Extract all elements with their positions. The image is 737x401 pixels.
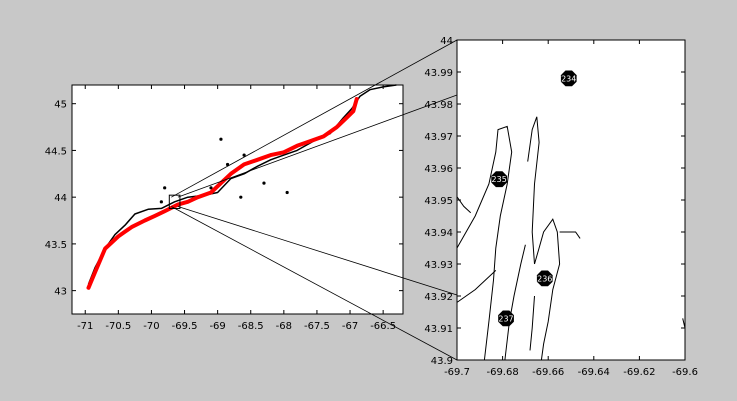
station-marker: 234 — [560, 70, 577, 87]
inset-coastline — [504, 244, 526, 361]
station-label: 236 — [537, 274, 552, 283]
island — [285, 190, 289, 195]
overview-x-tick-label: -68 — [276, 321, 292, 332]
coastline — [87, 84, 397, 285]
inset-coastline — [456, 196, 472, 214]
inset-map-axes[interactable]: -69.7 -69.68 -69.66 -69.64 -69.62 -69.6 43.94… — [424, 36, 698, 378]
overview-y-tick-label: 44 — [54, 193, 67, 204]
inset-coastline — [527, 116, 540, 265]
inset-x-tick-label: -69.6 — [672, 367, 698, 378]
inset-y-tick-label: 43.94 — [424, 228, 453, 239]
island — [225, 162, 230, 167]
station-octagon — [491, 171, 507, 188]
inset-y-tick-label: 43.97 — [424, 132, 453, 143]
inset-y-tick-label: 43.92 — [424, 292, 453, 303]
inset-x-tick-labels: -69.7 -69.68 -69.66 -69.64 -69.62 -69.6 — [444, 40, 698, 378]
inset-x-tick-label: -69.68 — [486, 367, 518, 378]
inset-coastline — [559, 231, 581, 239]
overview-x-tick-label: -69.5 — [172, 321, 198, 332]
overview-y-tick-labels: 43 43.5 44 44.5 45 — [45, 100, 403, 298]
station-octagon — [560, 70, 577, 87]
inset-y-tick-labels: 43.9 43.91 43.92 43.93 43.94 43.95 43.96 43.97 4… — [424, 36, 685, 367]
overview-y-tick-label: 44.5 — [45, 146, 67, 157]
island — [159, 200, 163, 204]
island — [163, 186, 167, 190]
inset-y-tick-label: 43.98 — [424, 100, 453, 111]
connector-line — [171, 206, 458, 361]
overview-x-tick-label: -69 — [209, 321, 225, 332]
station-label: 234 — [561, 74, 576, 83]
inset-x-tick-label: -69.64 — [578, 367, 610, 378]
inset-y-tick-label: 43.9 — [431, 356, 453, 367]
overview-y-tick-label: 43 — [54, 287, 67, 298]
inset-coastline — [456, 270, 497, 303]
overview-x-tick-label: -70 — [143, 321, 159, 332]
station-marker: 237 — [498, 310, 514, 327]
overview-map-axes[interactable]: -71 -70.5 -70 -69.5 -69 -68.5 -68 -67.5 -67 -66.5… — [45, 84, 404, 332]
island — [239, 195, 243, 199]
inset-y-tick-label: 44 — [440, 36, 453, 47]
station-label: 237 — [498, 314, 513, 323]
overview-y-tick-label: 43.5 — [45, 240, 67, 251]
inset-y-tick-label: 43.95 — [424, 196, 453, 207]
connector-line — [177, 206, 458, 296]
inset-x-tick-label: -69.62 — [623, 367, 655, 378]
inset-coastline — [534, 218, 561, 361]
overview-x-tick-label: -67.5 — [304, 321, 330, 332]
station-marker: 236 — [536, 270, 553, 287]
inset-coastline — [456, 125, 513, 361]
overview-x-tick-labels: -71 -70.5 -70 -69.5 -69 -68.5 -68 -67.5 -67 -66.5 — [77, 85, 396, 332]
station-marker: 235 — [491, 171, 507, 188]
connector-line — [171, 39, 458, 198]
inset-y-tick-label: 43.93 — [424, 260, 453, 271]
overview-x-tick-label: -67 — [342, 321, 358, 332]
overview-x-tick-label: -71 — [77, 321, 93, 332]
overview-map-background — [71, 84, 404, 315]
inset-coastline — [682, 318, 686, 329]
island — [262, 181, 266, 185]
inset-plot-area: 234 235 236 237 — [456, 70, 686, 361]
connector-line — [177, 94, 458, 198]
island — [209, 186, 213, 190]
overview-x-tick-label: -70.5 — [105, 321, 131, 332]
inset-x-tick-label: -69.7 — [444, 367, 470, 378]
overview-x-tick-label: -68.5 — [238, 321, 264, 332]
inset-y-tick-label: 43.91 — [424, 324, 453, 335]
zoom-connector-lines — [171, 39, 458, 361]
island — [242, 153, 246, 157]
inset-x-tick-label: -69.66 — [532, 367, 564, 378]
survey-track — [86, 97, 359, 290]
island — [219, 137, 223, 141]
inset-coastline — [529, 295, 535, 351]
inset-map-background — [456, 39, 686, 361]
station-octagon — [498, 310, 514, 327]
station-label: 235 — [492, 175, 507, 184]
overview-y-tick-label: 45 — [54, 100, 67, 111]
overview-x-tick-label: -66.5 — [370, 321, 396, 332]
station-octagon — [536, 270, 553, 287]
inset-y-tick-label: 43.99 — [424, 68, 453, 79]
inset-y-tick-label: 43.96 — [424, 164, 453, 175]
